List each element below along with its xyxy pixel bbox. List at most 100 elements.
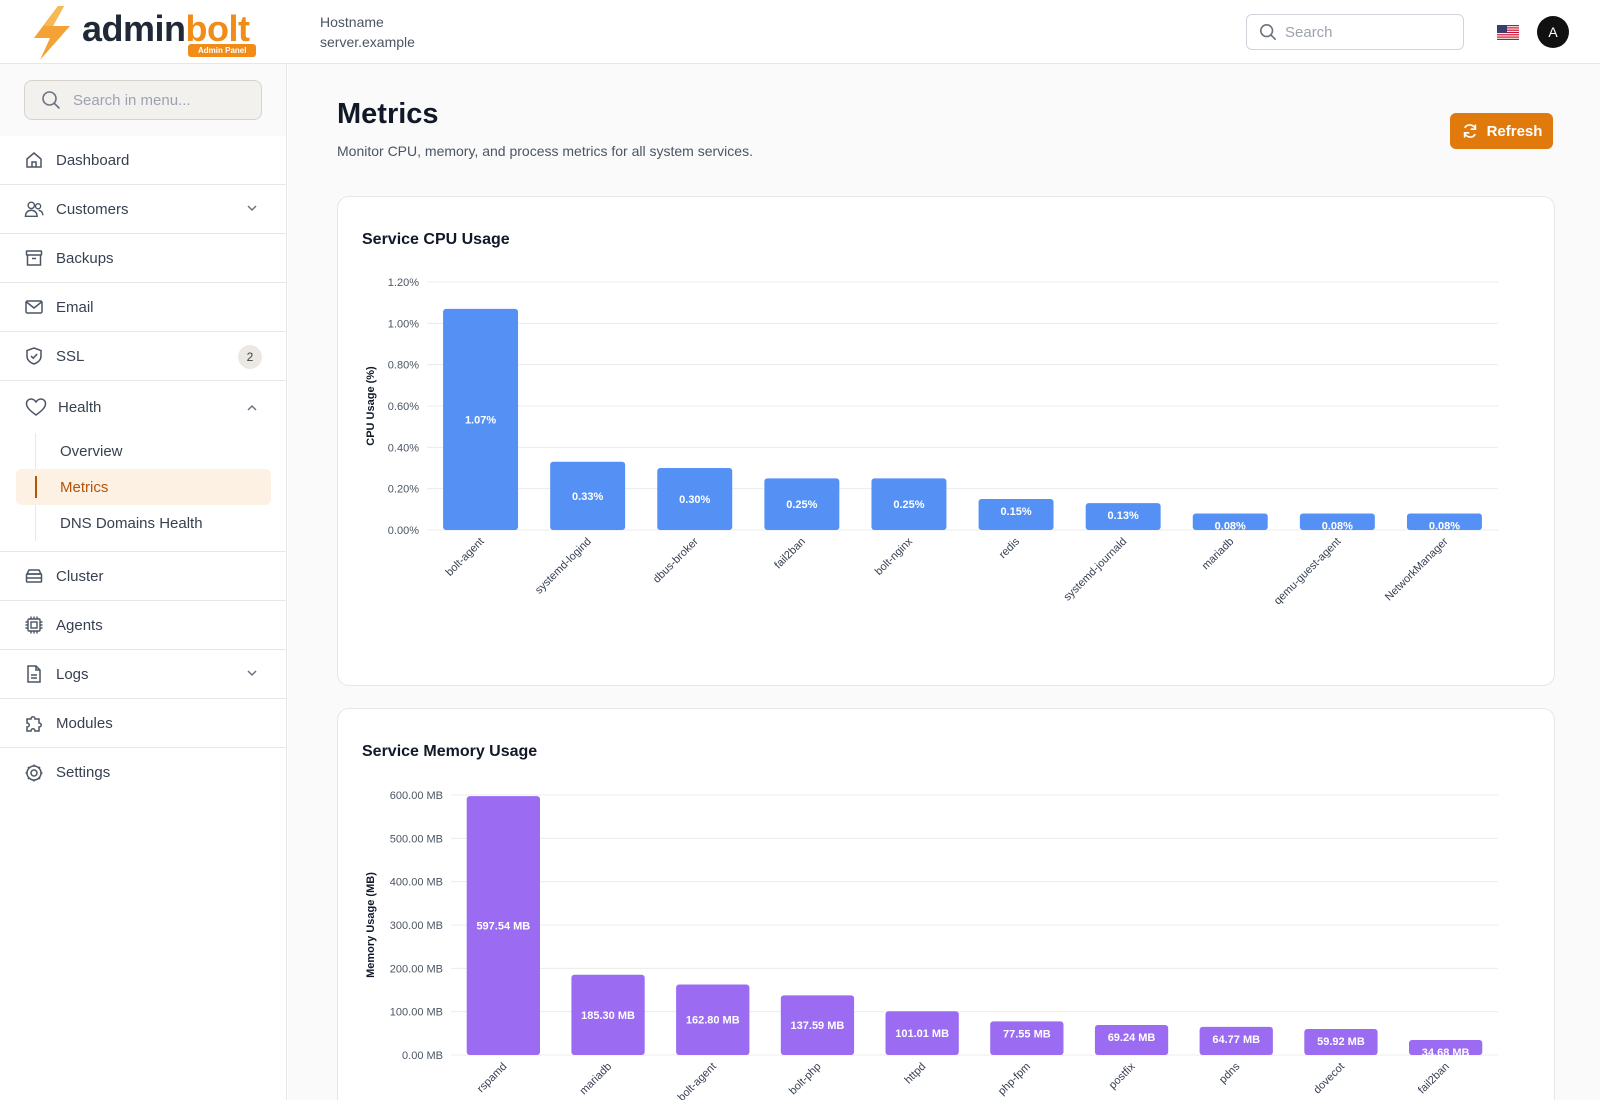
sidebar-item-health[interactable]: Health [0, 381, 286, 433]
bar[interactable] [657, 468, 733, 530]
x-tick-label: systemd-logind [533, 536, 594, 597]
us-flag-icon[interactable] [1497, 25, 1519, 40]
bar-value-label: 0.33% [572, 491, 603, 503]
sidebar-item-label: Settings [56, 764, 111, 781]
sidebar-item-settings[interactable]: Settings [0, 748, 286, 797]
file-icon [24, 664, 44, 684]
bar-value-label: 137.59 MB [791, 1020, 845, 1032]
sidebar-item-label: Modules [56, 714, 113, 732]
sidebar-item-label: Health [58, 398, 102, 416]
refresh-icon [1463, 124, 1476, 138]
hostname-value: server.example [320, 34, 415, 50]
bar[interactable] [978, 499, 1054, 530]
sidebar-search[interactable] [24, 80, 262, 120]
bar[interactable] [1406, 513, 1482, 530]
y-tick-label: 600.00 MB [390, 790, 443, 802]
cpu-usage-chart: 0.00% 0.20% 0.40% 0.60% 0.80% 1.00% 1.20% CPU U… [365, 277, 1498, 608]
bar[interactable] [443, 308, 519, 530]
sidebar-subitem-metrics[interactable]: Metrics [16, 469, 271, 505]
sidebar-search-wrap [0, 64, 286, 136]
bar-value-label: 101.01 MB [895, 1028, 949, 1040]
sidebar-item-ssl[interactable]: SSL 2 [0, 332, 286, 381]
y-tick-label: 500.00 MB [390, 833, 443, 845]
y-tick-label: 0.60% [388, 401, 419, 413]
bolt-logo-icon [34, 6, 70, 60]
y-tick-label: 400.00 MB [390, 877, 443, 889]
sidebar-item-logs[interactable]: Logs [0, 650, 286, 699]
y-tick-label: 1.00% [388, 318, 419, 330]
x-tick-label: mariadb [578, 1061, 615, 1098]
y-axis-label: CPU Usage (%) [365, 366, 377, 446]
bar[interactable] [885, 1011, 959, 1055]
sidebar-item-label: Agents [56, 616, 103, 634]
sidebar-item-dashboard[interactable]: Dashboard [0, 136, 286, 185]
bar[interactable] [1192, 513, 1268, 530]
bar-value-label: 0.08% [1429, 520, 1460, 532]
mail-icon [24, 297, 44, 317]
sidebar: Dashboard Customers Backups Email SSL 2 … [0, 64, 287, 1100]
bar-value-label: 0.25% [786, 499, 817, 511]
sidebar-search-input[interactable] [73, 91, 233, 109]
cpu-chart-title: Service CPU Usage [362, 231, 510, 248]
bar[interactable] [871, 478, 947, 530]
avatar[interactable]: A [1537, 16, 1569, 48]
sidebar-subitem-dns-domains-health[interactable]: DNS Domains Health [60, 514, 203, 532]
bar[interactable] [550, 461, 626, 530]
top-search-input[interactable] [1285, 23, 1445, 41]
bar[interactable] [764, 478, 840, 530]
bar-value-label: 59.92 MB [1317, 1036, 1365, 1048]
y-axis-label: Memory Usage (MB) [365, 872, 377, 978]
cpu-icon [24, 615, 44, 635]
ssl-count-badge: 2 [238, 345, 262, 369]
x-tick-label: NetworkManager [1383, 535, 1451, 603]
sidebar-item-label: SSL [56, 347, 85, 365]
bar-value-label: 1.07% [465, 414, 496, 426]
bar[interactable] [990, 1021, 1064, 1055]
y-tick-label: 200.00 MB [390, 963, 443, 975]
archive-icon [24, 248, 44, 268]
x-tick-label: fail2ban [772, 536, 808, 572]
bar-value-label: 77.55 MB [1003, 1028, 1051, 1040]
chevron-up-icon [246, 401, 258, 418]
sidebar-item-cluster[interactable]: Cluster [0, 552, 286, 601]
y-tick-label: 0.20% [388, 484, 419, 496]
cpu-usage-card: Service CPU Usage 0.00% 0.20% 0.40% 0.60% 0.… [337, 196, 1555, 686]
y-tick-label: 100.00 MB [390, 1007, 443, 1019]
bar-value-label: 0.30% [679, 494, 710, 506]
page-subtitle: Monitor CPU, memory, and process metrics… [337, 143, 753, 159]
search-icon [42, 91, 60, 109]
top-search[interactable] [1246, 14, 1464, 50]
logo-text: adminbolt [82, 8, 250, 49]
memory-usage-chart: 0.00 MB 100.00 MB 200.00 MB 300.00 MB 400.00… [365, 790, 1498, 1100]
bar[interactable] [676, 984, 750, 1055]
bar[interactable] [1199, 1026, 1273, 1055]
bar[interactable] [466, 796, 540, 1055]
memory-usage-card: Service Memory Usage 0.00 MB 100.00 MB 200… [337, 708, 1555, 1100]
refresh-button[interactable]: Refresh [1450, 113, 1553, 149]
sidebar-item-label: Backups [56, 249, 114, 267]
bar[interactable] [1299, 513, 1375, 530]
sidebar-item-backups[interactable]: Backups [0, 234, 286, 283]
bar[interactable] [571, 974, 645, 1055]
top-bar: adminbolt Admin Panel Hostname server.ex… [0, 0, 1600, 64]
y-tick-label: 0.00 MB [402, 1050, 443, 1062]
x-tick-label: bolt-nginx [873, 535, 916, 578]
y-tick-label: 1.20% [388, 277, 419, 289]
x-tick-label: dovecot [1311, 1061, 1347, 1097]
sidebar-item-email[interactable]: Email [0, 283, 286, 332]
sidebar-subitem-overview[interactable]: Overview [60, 442, 123, 460]
sidebar-item-agents[interactable]: Agents [0, 601, 286, 650]
bar[interactable] [780, 995, 855, 1055]
memory-chart-title: Service Memory Usage [362, 743, 538, 760]
bar[interactable] [1085, 503, 1161, 530]
bar[interactable] [1409, 1039, 1483, 1055]
bar-value-label: 162.80 MB [686, 1015, 740, 1027]
sidebar-item-customers[interactable]: Customers [0, 185, 286, 234]
x-tick-label: qemu-guest-agent [1272, 536, 1344, 608]
bar[interactable] [1304, 1029, 1378, 1055]
x-tick-label: redis [997, 535, 1023, 561]
sidebar-item-modules[interactable]: Modules [0, 699, 286, 748]
bar[interactable] [1094, 1024, 1169, 1055]
logo[interactable]: adminbolt Admin Panel [30, 6, 262, 60]
main-content: Metrics Monitor CPU, memory, and process… [288, 64, 1600, 1100]
